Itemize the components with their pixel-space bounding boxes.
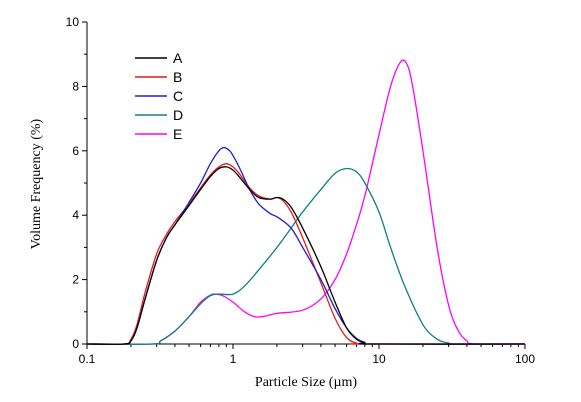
legend-label-e: E [173,126,182,142]
x-axis-label: Particle Size (µm) [255,375,357,390]
x-tick-label: 1 [230,352,237,366]
series-layer [86,59,526,346]
axes: 0 2 4 6 8 10 0.1 1 10 100 [66,15,536,366]
legend-label-d: D [173,107,183,123]
legend-label-a: A [173,50,183,66]
legend-label-b: B [173,69,182,85]
x-tick-label: 100 [515,352,535,366]
x-tick-label: 0.1 [79,352,96,366]
y-tick-label: 6 [72,144,79,158]
y-tick-label: 0 [72,337,79,351]
y-tick-label: 8 [72,79,79,93]
y-axis-label: Volume Frequency (%) [29,118,44,249]
series-line-d [86,167,526,345]
series-line-a [86,166,526,345]
x-tick-label: 10 [372,352,386,366]
y-tick-label: 2 [72,273,79,287]
legend-label-c: C [173,88,183,104]
series-line-e [86,59,526,345]
y-tick-label: 10 [66,15,80,29]
series-line-b [86,163,526,346]
y-tick-label: 4 [72,208,79,222]
